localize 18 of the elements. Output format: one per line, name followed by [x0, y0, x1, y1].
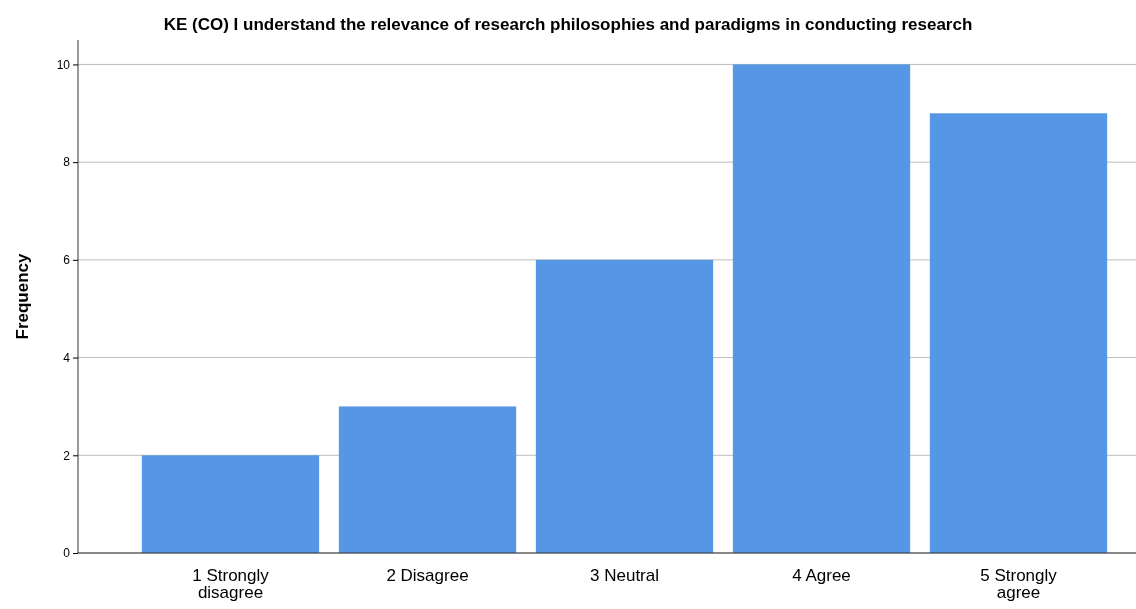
y-tick-label: 0 [63, 546, 71, 561]
bar [338, 406, 517, 553]
x-tick-label: 1 Strongly disagree [192, 565, 270, 602]
y-tick-label: 4 [63, 350, 71, 365]
bar [732, 64, 911, 553]
y-tick-label: 2 [63, 448, 71, 463]
chart-title: KE (CO) I understand the relevance of research philosophies and paradigms in conducting research [163, 15, 973, 34]
y-tick-label: 10 [56, 57, 71, 72]
x-tick-label: 5 Strongly agree [980, 565, 1058, 602]
x-tick-label: 4 Agree [792, 565, 851, 585]
x-tick-label: 2 Disagree [386, 565, 469, 585]
bar [929, 113, 1108, 553]
bar [535, 259, 714, 553]
x-tick-label: 3 Neutral [590, 565, 659, 585]
y-tick-label: 8 [63, 155, 71, 170]
bar [141, 455, 320, 553]
y-tick-label: 6 [63, 253, 71, 268]
y-axis-title: Frequency [13, 252, 32, 340]
